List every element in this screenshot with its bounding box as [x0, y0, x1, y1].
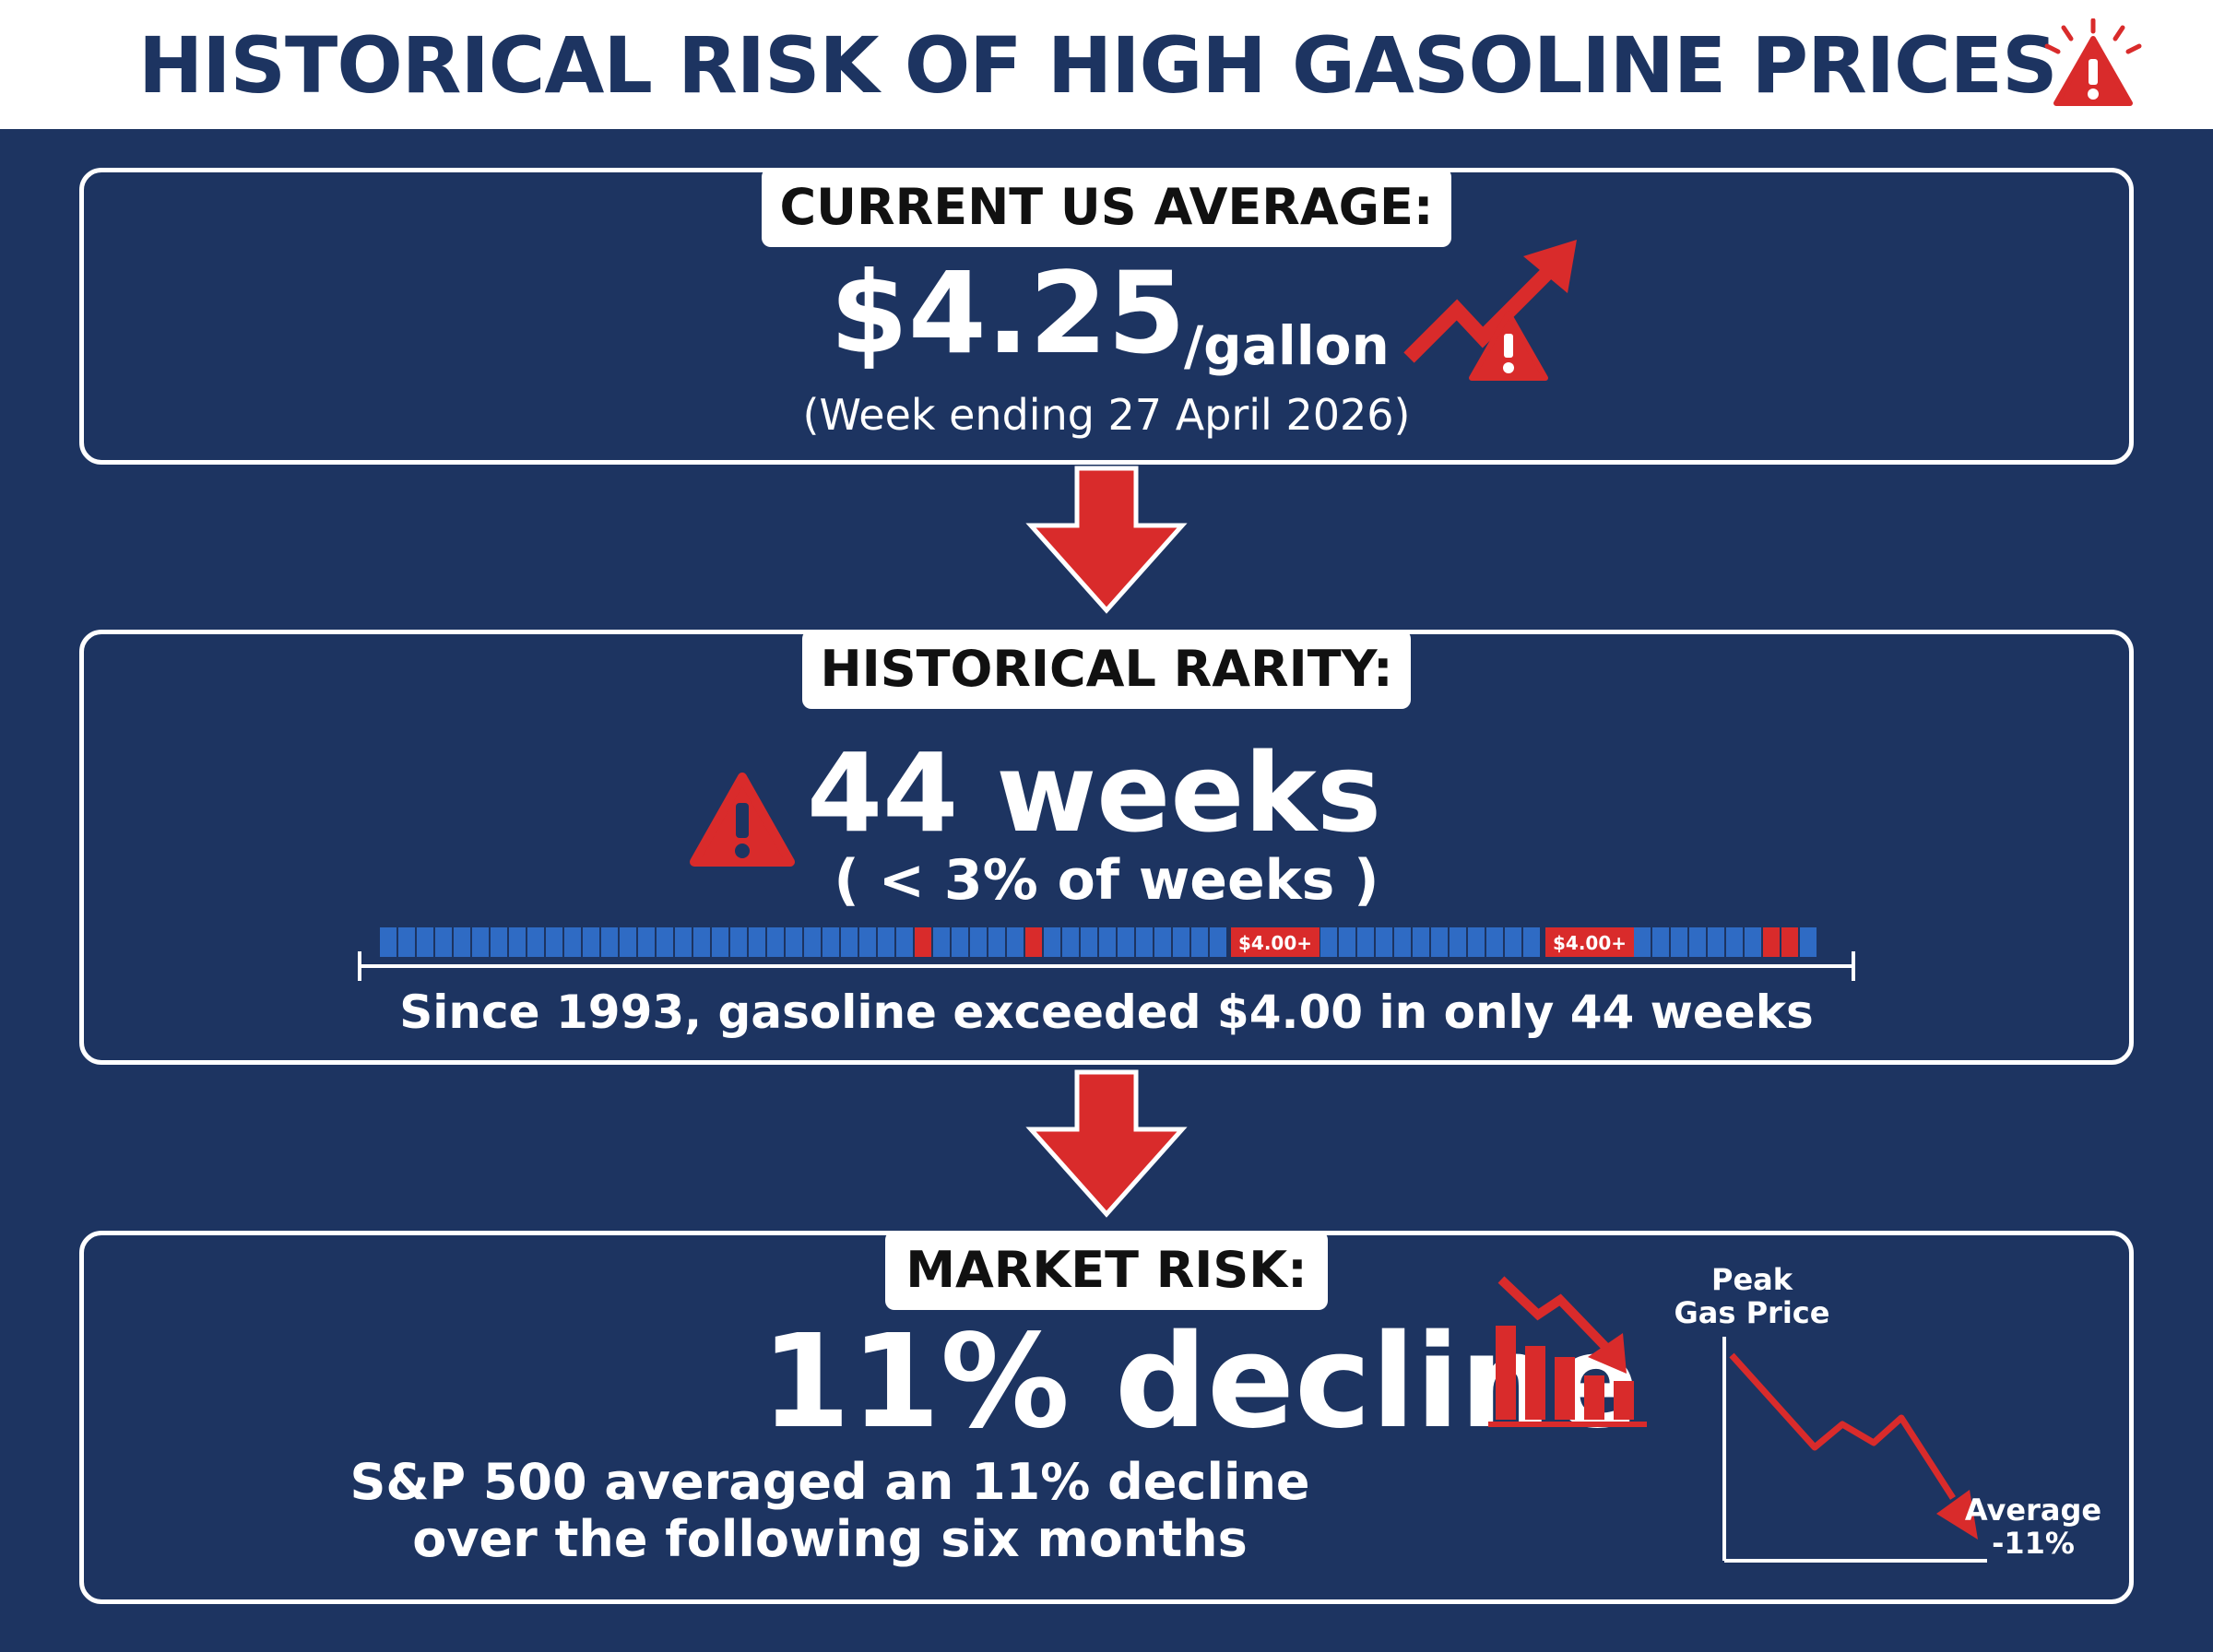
weeks-timeline: $4.00+ $4.00+: [358, 927, 1855, 981]
timeline-week: [1652, 927, 1669, 957]
down-arrow-icon: [1025, 1069, 1188, 1218]
market-risk-tag: MARKET RISK:: [885, 1231, 1328, 1310]
price-unit: /gallon: [1184, 314, 1390, 377]
page-title: HISTORICAL RISK OF HIGH GASOLINE PRICES: [138, 20, 2058, 111]
timeline-week: [730, 927, 747, 957]
timeline-week: [1431, 927, 1448, 957]
header: HISTORICAL RISK OF HIGH GASOLINE PRICES: [0, 0, 2213, 129]
timeline-week: [988, 927, 1005, 957]
timeline-week: [804, 927, 821, 957]
timeline-week: [1320, 927, 1337, 957]
timeline-week: [1800, 927, 1817, 957]
timeline-week: [1394, 927, 1411, 957]
timeline-week: [675, 927, 692, 957]
timeline-week: [1044, 927, 1060, 957]
timeline-week: [1339, 927, 1355, 957]
historical-rarity-tag: HISTORICAL RARITY:: [802, 630, 1411, 709]
sp500-note-line1: S&P 500 averaged an 11% decline: [349, 1453, 1310, 1511]
timeline-week: [1505, 927, 1521, 957]
timeline-week: [657, 927, 673, 957]
timeline-week: [398, 927, 415, 957]
timeline-week: [1136, 927, 1153, 957]
timeline-week: [841, 927, 858, 957]
timeline-week-high: [1781, 927, 1798, 957]
current-average-tag: CURRENT US AVERAGE:: [762, 168, 1451, 247]
warning-icon: [2044, 18, 2142, 106]
timeline-week: [454, 927, 470, 957]
weeks-count: 44 weeks: [807, 729, 1382, 856]
timeline-week: [1210, 927, 1226, 957]
timeline-week: [1689, 927, 1706, 957]
timeline-week: [1523, 927, 1540, 957]
timeline-week: [970, 927, 987, 957]
timeline-week: [693, 927, 710, 957]
timeline-week: [1173, 927, 1189, 957]
timeline-week: [509, 927, 526, 957]
timeline-week: [527, 927, 544, 957]
sp500-note-line2: over the following six months: [412, 1510, 1248, 1568]
timeline-week: [859, 927, 876, 957]
rising-trend-warning-icon: [1403, 240, 1577, 381]
timeline-week: [601, 927, 618, 957]
timeline-week: [749, 927, 765, 957]
timeline-week: [1468, 927, 1485, 957]
timeline-week: [933, 927, 950, 957]
timeline-week: [822, 927, 839, 957]
timeline-week: [1118, 927, 1134, 957]
timeline-week: [1062, 927, 1079, 957]
warning-icon: [690, 773, 795, 867]
timeline-week: [1081, 927, 1097, 957]
current-price: $4.25: [830, 248, 1186, 379]
timeline-week: [1745, 927, 1761, 957]
timeline-week: [620, 927, 636, 957]
timeline-week: [896, 927, 913, 957]
timeline-week: [417, 927, 433, 957]
decline-figure: 11% decline: [761, 1307, 1639, 1457]
timeline-week: [435, 927, 452, 957]
week-ending-note: (Week ending 27 April 2026): [802, 390, 1411, 440]
timeline-week: [1376, 927, 1392, 957]
infographic-panel: [0, 129, 2213, 1652]
timeline-week-high: [1763, 927, 1780, 957]
down-arrow-icon: [1025, 466, 1188, 614]
timeline-week: [1486, 927, 1503, 957]
timeline-week: [712, 927, 728, 957]
timeline-week-high: [915, 927, 931, 957]
timeline-week: [1413, 927, 1429, 957]
timeline-week: [1726, 927, 1743, 957]
timeline-week: [878, 927, 894, 957]
timeline-week: [472, 927, 489, 957]
timeline-week: [1191, 927, 1208, 957]
timeline-week: [1357, 927, 1374, 957]
declining-bar-chart-icon: [1488, 1276, 1647, 1427]
decline-mini-chart: [1722, 1337, 1987, 1563]
timeline-week: [564, 927, 581, 957]
timeline-week: [546, 927, 562, 957]
timeline-week: [952, 927, 968, 957]
timeline-week: [1450, 927, 1466, 957]
since-1993-note: Since 1993, gasoline exceeded $4.00 in o…: [399, 985, 1814, 1039]
timeline-week: [583, 927, 599, 957]
average-decline-label: Average -11%: [1964, 1493, 2102, 1561]
timeline-week: [786, 927, 802, 957]
timeline-week: [1007, 927, 1024, 957]
timeline-week: [491, 927, 507, 957]
timeline-label: $4.00+: [1553, 932, 1627, 954]
timeline-label: $4.00+: [1238, 932, 1312, 954]
timeline-week: [1634, 927, 1651, 957]
timeline-week: [1671, 927, 1687, 957]
timeline-week-high: [1025, 927, 1042, 957]
weeks-percent: ( < 3% of weeks ): [834, 848, 1379, 913]
timeline-week: [1154, 927, 1171, 957]
timeline-week: [380, 927, 396, 957]
timeline-week: [1708, 927, 1724, 957]
peak-gas-price-label: Peak Gas Price: [1674, 1262, 1830, 1330]
timeline-week: [1099, 927, 1116, 957]
timeline-week: [767, 927, 784, 957]
timeline-week: [638, 927, 655, 957]
